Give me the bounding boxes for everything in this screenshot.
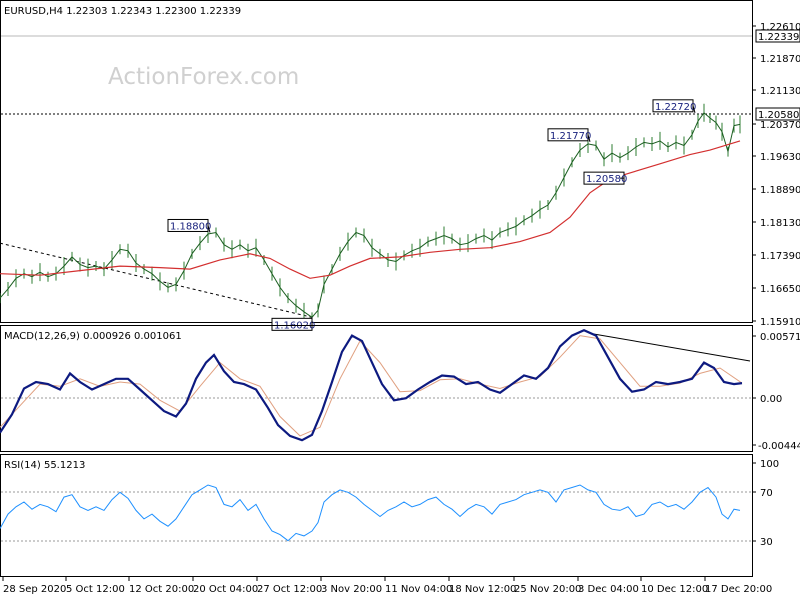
- annotation-label: 1.20580: [586, 174, 627, 185]
- macd-panel-title: MACD(12,26,9) 0.000926 0.001061: [4, 331, 182, 342]
- rsi-panel-title: RSI(14) 55.1213: [4, 460, 85, 471]
- x-tick-label: 27 Oct 12:00: [257, 584, 322, 595]
- annotation-label: 1.21770: [550, 131, 591, 142]
- price-tick-label: 1.18890: [760, 185, 800, 196]
- price-panel-frame: [0, 0, 753, 323]
- macd-signal-line: [0, 335, 743, 437]
- price-line: [0, 112, 741, 318]
- macd-tick-label: -0.004444: [758, 441, 800, 452]
- moving-average-line: [0, 140, 741, 279]
- x-tick-label: 18 Nov 12:00: [449, 584, 516, 595]
- price-tick-label: 1.21870: [760, 54, 800, 65]
- price-tick-label: 1.19630: [760, 152, 800, 163]
- x-tick-label: 17 Dec 20:00: [705, 584, 772, 595]
- macd-trendline: [589, 332, 751, 362]
- price-panel-title: EURUSD,H4 1.22303 1.22343 1.22300 1.2233…: [4, 6, 241, 17]
- price-tick-label: 1.15910: [760, 317, 800, 328]
- macd-tick-label: 0.00571: [760, 332, 800, 343]
- macd-panel-frame: [0, 325, 753, 452]
- rsi-tick-label: 30: [760, 537, 773, 548]
- macd-line: [0, 328, 743, 442]
- x-tick-label: 3 Nov 20:00: [321, 584, 382, 595]
- price-tick-label: 1.22610: [760, 22, 800, 33]
- price-y-axis: 1.22610 1.21870 1.21130 1.20370 1.19630 …: [752, 22, 800, 328]
- annotation-label: 1.18800: [170, 221, 211, 232]
- price-series-layer: [0, 103, 741, 323]
- price-tick-label: 1.16650: [760, 284, 800, 295]
- x-axis: 28 Sep 2020 5 Oct 12:00 12 Oct 20:00 20 …: [2, 577, 772, 595]
- x-tick-label: 25 Nov 20:00: [514, 584, 581, 595]
- level-price-box: [755, 107, 800, 121]
- price-tick-label: 1.20370: [760, 120, 800, 131]
- current-price-box: [755, 29, 800, 43]
- price-trendline: [0, 242, 313, 318]
- price-tick-label: 1.18130: [760, 218, 800, 229]
- price-tick-label: 1.17390: [760, 251, 800, 262]
- x-tick-label: 20 Oct 04:00: [193, 584, 258, 595]
- macd-tick-label: 0.00: [760, 394, 782, 405]
- rsi-panel: RSI(14) 55.1213 100 70 30: [0, 454, 779, 577]
- x-tick-label: 28 Sep 2020: [3, 584, 66, 595]
- price-panel: EURUSD,H4 1.22303 1.22343 1.22300 1.2233…: [0, 0, 800, 331]
- macd-panel: MACD(12,26,9) 0.000926 0.001061 0.00571 …: [0, 325, 800, 452]
- rsi-line: [0, 484, 741, 542]
- annotation-pointer: [587, 134, 591, 142]
- annotation-label: 1.22720: [655, 102, 696, 113]
- current-price-label: 1.22339: [758, 32, 799, 43]
- x-tick-label: 12 Oct 20:00: [129, 584, 194, 595]
- level-price-label: 1.20580: [758, 110, 799, 121]
- price-tick-label: 1.21130: [760, 86, 800, 97]
- macd-series-layer: [0, 328, 743, 442]
- annotation-pointer: [207, 225, 211, 233]
- rsi-series-layer: [0, 484, 741, 542]
- rsi-panel-frame: [0, 454, 753, 577]
- rsi-tick-label: 100: [760, 459, 779, 470]
- x-tick-label: 5 Oct 12:00: [66, 584, 125, 595]
- x-tick-label: 10 Dec 12:00: [641, 584, 708, 595]
- watermark: ActionForex.com: [108, 64, 299, 90]
- rsi-tick-label: 70: [760, 488, 773, 499]
- annotation-pointer: [692, 105, 696, 113]
- x-tick-label: 3 Dec 04:00: [578, 584, 639, 595]
- x-tick-label: 11 Nov 04:00: [385, 584, 452, 595]
